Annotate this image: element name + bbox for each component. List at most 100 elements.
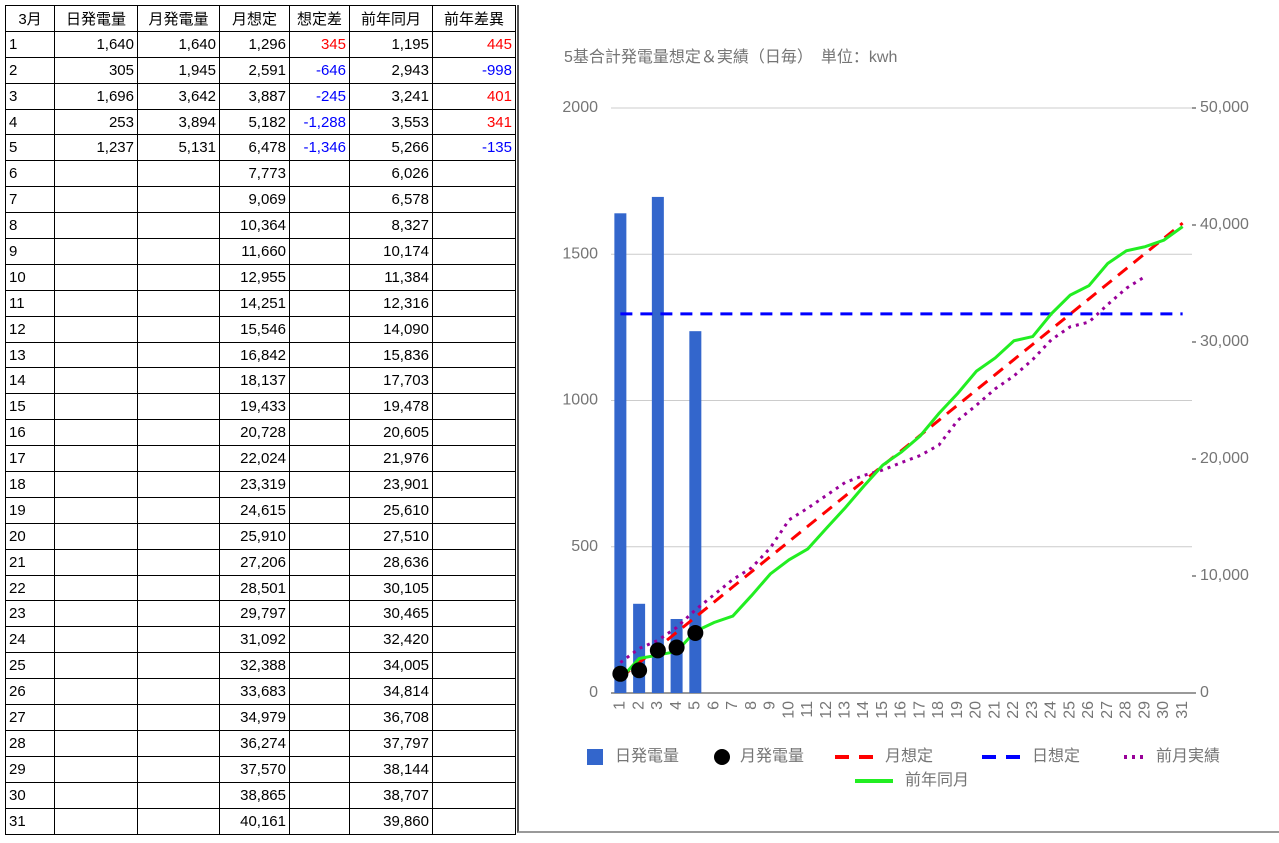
cell (137, 807, 220, 835)
cell: 22,024 (219, 445, 290, 473)
cell (137, 419, 220, 447)
cell (54, 626, 138, 654)
cell: 13 (5, 341, 55, 369)
cell: 14,251 (219, 289, 290, 317)
cell (432, 212, 516, 240)
cell: 3,887 (219, 82, 290, 110)
x-tick-label: 7 (724, 701, 741, 710)
cell: 6,026 (349, 160, 433, 188)
cell: 24 (5, 626, 55, 654)
row: 15 19,433 19,478 (5, 393, 516, 421)
cell (432, 807, 516, 835)
y2-tick-label: 0 (1200, 684, 1209, 701)
cell (54, 652, 138, 680)
row: 30 38,865 38,707 (5, 781, 516, 809)
cell (432, 755, 516, 783)
cell (137, 289, 220, 317)
cell (289, 445, 350, 473)
line (619, 225, 1184, 681)
cell: 25,910 (219, 522, 290, 550)
cell (137, 755, 220, 783)
cell: 5,182 (219, 108, 290, 136)
cell (137, 600, 220, 628)
cell (137, 626, 220, 654)
cell: 15,546 (219, 315, 290, 343)
cell (289, 289, 350, 317)
row: 7 9,069 6,578 (5, 186, 516, 214)
cell: 28,636 (349, 548, 433, 576)
y-tick-label: 500 (571, 538, 598, 555)
cell (289, 781, 350, 809)
cell (289, 212, 350, 240)
cell: 27 (5, 704, 55, 731)
cell (137, 652, 220, 680)
cell (432, 471, 516, 498)
cell: 10,364 (219, 212, 290, 240)
cell (137, 160, 220, 188)
x-tick-label: 5 (687, 701, 704, 710)
cell (54, 289, 138, 317)
cell: 32,420 (349, 626, 433, 654)
cell: 34,814 (349, 678, 433, 706)
row: 31 40,161 39,860 (5, 807, 516, 835)
cell (432, 729, 516, 757)
cell: 401 (432, 82, 516, 110)
cell: 6,578 (349, 186, 433, 214)
x-tick-label: 22 (1005, 701, 1022, 719)
cell: 10 (5, 263, 55, 291)
cell: 15,836 (349, 341, 433, 369)
bar (633, 603, 646, 693)
row: 6 7,773 6,026 (5, 160, 516, 188)
cell (54, 445, 138, 473)
row: 29 37,570 38,144 (5, 755, 516, 783)
x-tick-label: 8 (743, 701, 760, 710)
row: 26 33,683 34,814 (5, 678, 516, 706)
cell: 19 (5, 496, 55, 524)
cell (289, 574, 350, 602)
cell: 341 (432, 108, 516, 136)
x-tick-label: 3 (649, 701, 666, 710)
cell (137, 729, 220, 757)
header-cell: 月発電量 (137, 5, 220, 32)
cell (432, 289, 516, 317)
header-cell: 日発電量 (54, 5, 138, 32)
point (649, 642, 666, 659)
x-tick-label: 9 (762, 701, 779, 710)
cell: 5,131 (137, 134, 220, 162)
row: 4 253 3,894 5,182 -1,288 3,553 341 (5, 108, 516, 136)
point (612, 665, 629, 682)
cell (137, 471, 220, 498)
x-tick-label: 15 (874, 701, 891, 719)
cell (289, 652, 350, 680)
cell (137, 496, 220, 524)
row: 27 34,979 36,708 (5, 704, 516, 731)
cell: 30,465 (349, 600, 433, 628)
point (687, 624, 704, 641)
cell (137, 704, 220, 731)
cell: 8 (5, 212, 55, 240)
row: 8 10,364 8,327 (5, 212, 516, 240)
x-tick-label: 16 (893, 701, 910, 719)
cell: 1,195 (349, 30, 433, 58)
bar (651, 196, 664, 694)
cell (432, 626, 516, 654)
cell (54, 548, 138, 576)
legend-swatch (714, 749, 730, 765)
cell: -1,288 (289, 108, 350, 136)
cell: 20,728 (219, 419, 290, 447)
cell: 253 (54, 108, 138, 136)
cell (289, 522, 350, 550)
cell (54, 212, 138, 240)
x-tick-label: 12 (818, 701, 835, 719)
row: 28 36,274 37,797 (5, 729, 516, 757)
cell (432, 186, 516, 214)
cell: 11,660 (219, 238, 290, 265)
cell: 8,327 (349, 212, 433, 240)
cell (54, 315, 138, 343)
cell: 21,976 (349, 445, 433, 473)
cell (54, 496, 138, 524)
x-tick-label: 18 (930, 701, 947, 719)
cell: -998 (432, 56, 516, 84)
cell (54, 522, 138, 550)
cell: 18,137 (219, 367, 290, 395)
